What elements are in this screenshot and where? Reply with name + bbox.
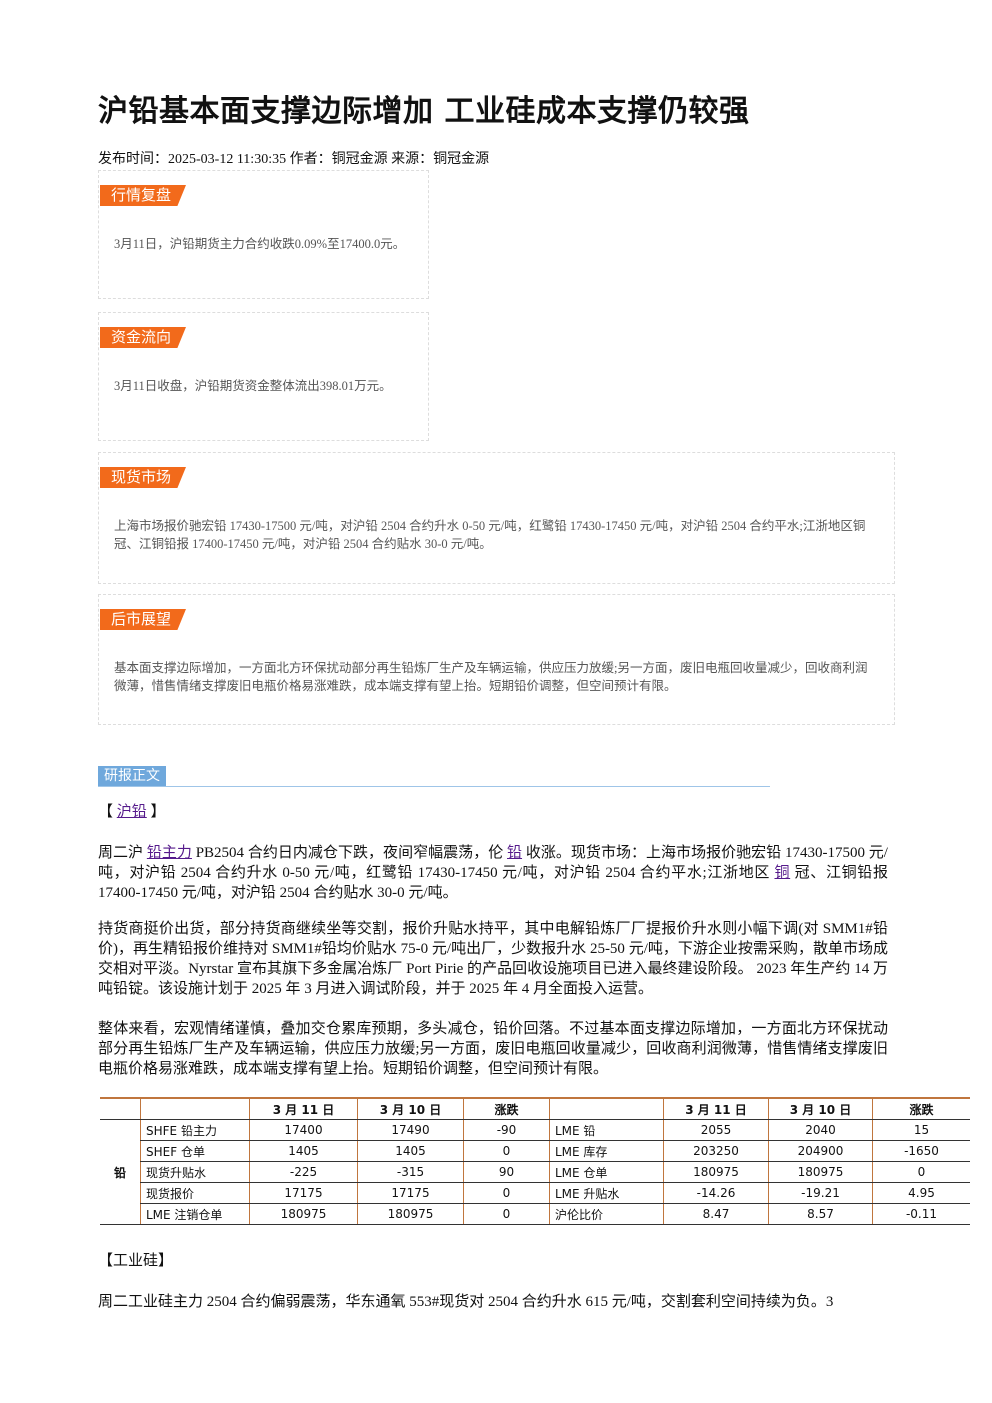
text: 周二沪	[98, 845, 147, 861]
row-name: 现货升贴水	[140, 1161, 250, 1183]
paragraph: 周二工业硅主力 2504 合约偏弱震荡，华东通氧 553#现货对 2504 合约…	[98, 1294, 834, 1310]
cell: 0	[463, 1140, 550, 1162]
row-name: LME 升贴水	[549, 1182, 664, 1204]
row-name: SHEF 仓单	[140, 1140, 250, 1162]
summary-box: 后市展望 基本面支撑边际增加，一方面北方环保扰动部分再生铅炼厂生产及车辆运输，供…	[98, 594, 895, 725]
cell: 17175	[357, 1182, 464, 1204]
cell: 0	[463, 1203, 550, 1225]
lead: 【 沪铅 】	[98, 802, 888, 822]
cell: 203250	[663, 1140, 769, 1162]
summary-box: 现货市场 上海市场报价驰宏铅 17430-17500 元/吨，对沪铅 2504 …	[98, 452, 895, 584]
cell: 1405	[249, 1140, 358, 1162]
row-name: 沪伦比价	[549, 1203, 664, 1225]
tag: 资金流向	[100, 327, 186, 348]
title: 沪铅基本面支撑边际增加 工业硅成本支撑仍较强	[98, 94, 750, 129]
column-header: 涨跌	[463, 1097, 550, 1120]
cell: 0	[872, 1161, 970, 1183]
row: 铅 SHFE 铅主力 17400 17490 -90 LME 铅 2055 2040 15	[100, 1119, 970, 1225]
cell: 180975	[663, 1161, 769, 1183]
cell: 17400	[249, 1119, 358, 1141]
cell: -225	[249, 1161, 358, 1183]
cell: -1650	[872, 1140, 970, 1162]
column-header: 3 月 11 日	[249, 1097, 358, 1120]
section-label: 研报正文	[98, 766, 166, 787]
tag: 现货市场	[100, 467, 186, 488]
summary-text: 3月11日收盘，沪铅期货资金整体流出398.01万元。	[114, 379, 392, 393]
link[interactable]: 铅	[507, 845, 523, 861]
row: SHEF 仓单 1405 1405 0 LME 库存 203250 204900 -1650	[100, 1140, 970, 1162]
summary-text: 上海市场报价驰宏铅 17430-17500 元/吨，对沪铅 2504 合约升水 …	[114, 519, 866, 551]
cell: -315	[357, 1161, 464, 1183]
section-title: 【工业硅】	[98, 1253, 174, 1269]
column-header: 3 月 11 日	[663, 1097, 769, 1120]
corner	[100, 1097, 141, 1120]
summary-box: 资金流向 3月11日收盘，沪铅期货资金整体流出398.01万元。	[98, 312, 429, 441]
link[interactable]: 沪铅	[116, 804, 147, 820]
row: 现货升贴水 -225 -315 90 LME 仓单 180975 180975 0	[100, 1161, 970, 1183]
cell: -14.26	[663, 1182, 769, 1204]
row: 现货报价 17175 17175 0 LME 升贴水 -14.26 -19.21 4.95	[100, 1182, 970, 1204]
cell: -0.11	[872, 1203, 970, 1225]
divider	[98, 786, 770, 787]
row-name: LME 注销仓单	[140, 1203, 250, 1225]
tag: 后市展望	[100, 609, 186, 630]
row: LME 注销仓单 180975 180975 0 沪伦比价 8.47 8.57 -0.11	[100, 1203, 970, 1225]
blank	[549, 1097, 664, 1120]
row-name: LME 铅	[549, 1119, 664, 1141]
link[interactable]: 铅主力	[146, 845, 192, 861]
text: PB2504 合约日内减仓下跌，夜间窄幅震荡，伦	[191, 845, 508, 861]
cell: 17175	[249, 1182, 358, 1204]
summary-text: 基本面支撑边际增加，一方面北方环保扰动部分再生铅炼厂生产及车辆运输，供应压力放缓…	[114, 661, 868, 693]
link[interactable]: 铜	[774, 865, 791, 881]
summary-text: 3月11日，沪铅期货主力合约收跌0.09%至17400.0元。	[114, 237, 406, 251]
row-name: LME 仓单	[549, 1161, 664, 1183]
tag: 行情复盘	[100, 185, 186, 206]
column-header: 3 月 10 日	[357, 1097, 464, 1120]
cell: 2040	[768, 1119, 873, 1141]
cell: 0	[463, 1182, 550, 1204]
cell: 90	[463, 1161, 550, 1183]
column-header: 3 月 10 日	[768, 1097, 873, 1120]
cell: -19.21	[768, 1182, 873, 1204]
paragraph: 周二沪 铅主力 PB2504 合约日内减仓下跌，夜间窄幅震荡，伦 铅 收涨。现货…	[98, 843, 888, 903]
meta: 发布时间：2025-03-12 11:30:35 作者：铜冠金源 来源：铜冠金源	[98, 152, 490, 167]
bracket: 】	[150, 804, 166, 820]
cell: 204900	[768, 1140, 873, 1162]
text: 冠、江铜铅报 17400-17450 元/吨，对沪铅 2504 合约贴水 30-…	[98, 865, 888, 901]
paragraph: 持货商挺价出货，部分持货商继续坐等交割，报价升贴水持平，其中电解铅炼厂厂提报价升…	[98, 919, 888, 999]
paragraph: 整体来看，宏观情绪谨慎，叠加交仓累库预期，多头减仓，铅价回落。不过基本面支撑边际…	[98, 1019, 888, 1079]
summary-box: 行情复盘 3月11日，沪铅期货主力合约收跌0.09%至17400.0元。	[98, 170, 429, 299]
bracket: 【	[98, 804, 114, 820]
cell: 17490	[357, 1119, 464, 1141]
blank	[140, 1097, 250, 1120]
column-header: 涨跌	[872, 1097, 970, 1120]
text: 持货商挺价出货，部分持货商继续坐等交割，报价升贴水持平，其中电解铅炼厂厂提报价升…	[98, 921, 888, 997]
group-label: 铅	[100, 1119, 141, 1225]
text: 收涨。现货市场：上海市场报价驰宏铅 17430-17500 元/吨，对沪铅 25…	[98, 845, 888, 881]
cell: 8.57	[768, 1203, 873, 1225]
cell: 1405	[357, 1140, 464, 1162]
cell: 2055	[663, 1119, 769, 1141]
cell: 8.47	[663, 1203, 769, 1225]
cell: 180975	[357, 1203, 464, 1225]
cell: 15	[872, 1119, 970, 1141]
cell: 4.95	[872, 1182, 970, 1204]
text: 整体来看，宏观情绪谨慎，叠加交仓累库预期，多头减仓，铅价回落。不过基本面支撑边际…	[98, 1021, 888, 1077]
cell: 180975	[249, 1203, 358, 1225]
cell: 180975	[768, 1161, 873, 1183]
cell: -90	[463, 1119, 550, 1141]
row-name: SHFE 铅主力	[140, 1119, 250, 1141]
row-name: LME 库存	[549, 1140, 664, 1162]
row-name: 现货报价	[140, 1182, 250, 1204]
